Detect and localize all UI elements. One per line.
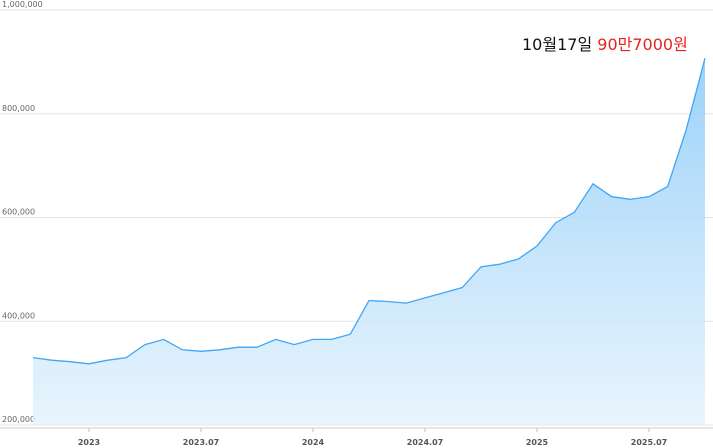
y-tick-label: 600,000 <box>2 208 35 217</box>
annotation-date: 10월17일 <box>522 35 592 54</box>
x-tick-label: 2023 <box>78 438 100 447</box>
x-tick-label: 2024 <box>302 438 325 447</box>
annotation-price: 90만7000원 <box>597 35 688 54</box>
y-tick-label: 800,000 <box>2 104 35 113</box>
y-tick-label: 200,000 <box>2 415 35 424</box>
x-tick-label: 2023.07 <box>183 438 219 447</box>
price-line <box>32 58 706 365</box>
x-tick-label: 2025.07 <box>631 438 667 447</box>
y-tick-label: 400,000 <box>2 311 35 320</box>
x-tick-label: 2024.07 <box>407 438 443 447</box>
annotation: 10월17일 90만7000원 <box>522 35 688 54</box>
x-tick-label: 2025 <box>526 438 549 447</box>
y-tick-label: 1,000,000 <box>2 0 43 9</box>
area-fill <box>33 58 705 425</box>
